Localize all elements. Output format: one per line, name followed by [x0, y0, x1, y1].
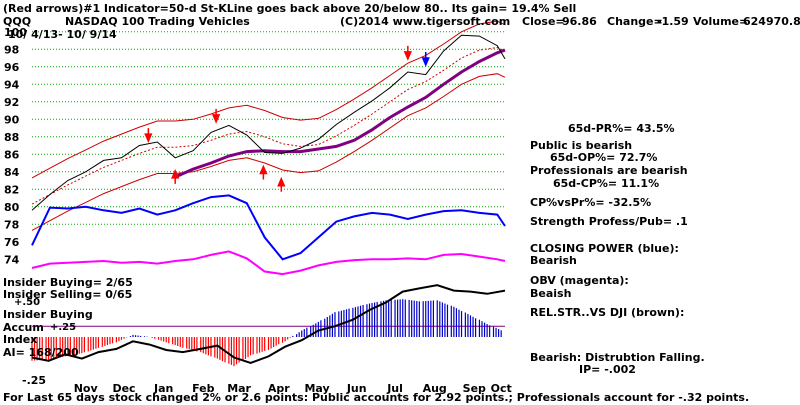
y-tick-label: 92 [4, 96, 19, 109]
y-tick-label: 100 [4, 26, 27, 39]
y-tick-label: 76 [4, 236, 20, 249]
x-axis-tick-labels: Nov Dec Jan Feb Mar Apr May Jun Jul Aug Sep Oct [74, 382, 512, 395]
accum-status: Bearish: Distrubtion Falling. [530, 351, 705, 364]
volume-label: Volume= [693, 15, 748, 28]
close-label: Close= [522, 15, 565, 28]
x-tick-label: Jan [153, 382, 173, 395]
x-tick-label: May [304, 382, 329, 395]
chart-title: NASDAQ 100 Trading Vehicles [65, 15, 250, 28]
y-tick-label: 78 [4, 218, 19, 231]
sell-arrow [211, 108, 221, 124]
series-price [31, 34, 506, 211]
accum-plus25-label: +.25 [50, 322, 76, 333]
x-tick-label: Sep [463, 382, 486, 395]
volume-value: 624970.86 [743, 15, 800, 28]
y-tick-label: 88 [4, 131, 19, 144]
date-range: 10/ 4/13- 10/ 9/14 [8, 28, 117, 41]
y-tick-label: 96 [4, 61, 20, 74]
ticker-symbol: QQQ [3, 15, 31, 28]
sell-arrow [403, 45, 412, 61]
copyright: (C)2014 www.tigersoft.com [340, 15, 510, 28]
y-tick-label: 86 [4, 148, 20, 161]
y-tick-label: 98 [4, 43, 19, 56]
cp-vs-pr: CP%vsPr%= -32.5% [530, 196, 651, 209]
series-rel-str [31, 284, 506, 364]
series-ma-long [174, 48, 506, 179]
signal-arrows [144, 45, 430, 192]
ip-value: IP= -.002 [579, 363, 636, 376]
accum-plus50-label: +.50 [14, 297, 40, 308]
accum-minus25-label: -.25 [22, 374, 46, 387]
obv-status: Beaish [530, 287, 571, 300]
header-signal-line: (Red arrows)#1 Indicator=50-d St-KLine g… [3, 2, 576, 15]
strength-profess-pub: Strength Profess/Pub= .1 [530, 215, 688, 228]
insider-buying: Insider Buying= 2/65 [3, 276, 133, 289]
x-tick-label: Aug [423, 382, 447, 395]
sell-arrow [144, 128, 153, 144]
series-ma-short [31, 46, 506, 205]
obv-label: OBV (magenta): [530, 274, 629, 287]
y-tick-label: 94 [4, 78, 20, 91]
ai-value: AI= 168/200 [3, 346, 79, 359]
series-obv [31, 250, 506, 276]
pr-pct: 65d-PR%= 43.5% [568, 122, 675, 135]
op-pct: 65d-OP%= 72.7% [550, 151, 657, 164]
x-tick-label: Jul [386, 382, 403, 395]
footer-summary: For Last 65 days stock changed 2% or 2.6… [3, 391, 749, 404]
price-gridlines [32, 31, 505, 225]
accum-label: Accum [3, 321, 44, 334]
insider-selling: Insider Selling= 0/65 [3, 288, 132, 301]
blue-arrow [421, 52, 430, 67]
x-tick-label: Nov [74, 382, 99, 395]
buy-arrow [259, 164, 268, 180]
cp-pct: 65d-CP%= 11.1% [553, 177, 659, 190]
y-tick-label: 74 [4, 253, 20, 266]
public-bearish: Public is bearish [530, 139, 632, 152]
y-tick-label: 80 [4, 201, 20, 214]
closing-power-label: CLOSING POWER (blue): [530, 242, 679, 255]
buy-arrow [277, 176, 286, 192]
closing-power-status: Bearish [530, 254, 577, 267]
x-tick-label: Oct [491, 382, 512, 395]
professionals-bearish: Professionals are bearish [530, 164, 688, 177]
accumulation-index-panel [31, 284, 506, 367]
x-tick-label: Feb [192, 382, 215, 395]
price-panel-series [31, 20, 506, 276]
y-tick-label: 90 [4, 113, 20, 126]
series-band-upper [31, 20, 506, 179]
index-label: Index [3, 333, 37, 346]
x-tick-label: Mar [227, 382, 251, 395]
buy-arrow [171, 168, 180, 184]
y-tick-label: 84 [4, 166, 20, 179]
x-tick-label: Apr [268, 382, 290, 395]
change-label: Change= [607, 15, 663, 28]
rel-str-label: REL.STR..VS DJI (brown): [530, 306, 684, 319]
x-tick-label: Dec [112, 382, 135, 395]
y-axis-tick-labels: 100 98 96 94 92 90 88 86 84 82 80 78 76 74 [4, 26, 27, 267]
change-value: -1.59 [657, 15, 689, 28]
x-tick-label: Jun [346, 382, 367, 395]
series-closing-power [31, 194, 506, 261]
series-band-lower [31, 73, 506, 231]
close-value: 96.86 [562, 15, 597, 28]
accum-insider-buying-label: Insider Buying [3, 308, 93, 321]
y-tick-label: 82 [4, 183, 19, 196]
